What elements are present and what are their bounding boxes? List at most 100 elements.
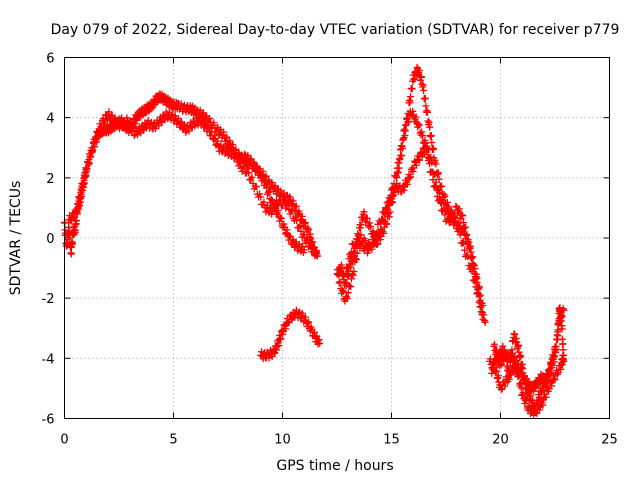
data-point — [339, 288, 347, 296]
data-point — [383, 205, 391, 213]
data-point — [426, 123, 434, 131]
data-point — [284, 199, 292, 207]
data-point — [309, 243, 317, 251]
data-point — [560, 351, 568, 359]
data-point — [462, 223, 470, 231]
data-point — [345, 282, 353, 290]
data-point — [180, 104, 188, 112]
data-point — [313, 248, 321, 256]
data-point — [352, 255, 360, 263]
data-point — [519, 389, 527, 397]
data-point — [310, 328, 318, 336]
data-point — [114, 116, 122, 124]
data-point — [214, 137, 222, 145]
data-point — [372, 240, 380, 248]
data-point — [421, 94, 429, 102]
data-point — [408, 85, 416, 93]
data-point — [241, 150, 249, 158]
data-point — [554, 332, 562, 340]
data-point — [357, 221, 365, 229]
data-point — [92, 134, 100, 142]
data-point — [98, 123, 106, 131]
data-point — [344, 263, 352, 271]
data-point — [210, 119, 218, 127]
data-point — [391, 188, 399, 196]
y-tick-label: 4 — [46, 112, 54, 127]
data-point — [446, 218, 454, 226]
data-point — [472, 270, 480, 278]
data-point — [416, 156, 424, 164]
data-point — [377, 219, 385, 227]
data-point — [350, 267, 358, 275]
data-point — [558, 313, 566, 321]
data-point — [481, 318, 489, 326]
data-point — [238, 167, 246, 175]
data-point — [554, 326, 562, 334]
data-point — [517, 352, 525, 360]
data-point — [292, 202, 300, 210]
data-point — [428, 168, 436, 176]
data-point — [410, 75, 418, 83]
data-point — [248, 173, 256, 181]
data-point — [275, 341, 283, 349]
data-point — [66, 215, 74, 223]
data-point — [83, 166, 91, 174]
data-point — [396, 156, 404, 164]
data-point — [423, 145, 431, 153]
data-point — [305, 318, 313, 326]
data-point — [259, 175, 267, 183]
data-point — [244, 165, 252, 173]
x-tick-label: 0 — [60, 433, 68, 448]
data-point — [499, 342, 507, 350]
data-point — [493, 347, 501, 355]
data-point — [76, 193, 84, 201]
data-point — [360, 208, 368, 216]
data-point — [252, 183, 260, 191]
data-point — [271, 206, 279, 214]
data-point — [210, 136, 218, 144]
data-point — [378, 215, 386, 223]
data-point — [396, 146, 404, 154]
data-point — [385, 213, 393, 221]
data-point — [465, 243, 473, 251]
data-point — [236, 159, 244, 167]
data-point — [313, 252, 321, 260]
data-point — [432, 183, 440, 191]
data-point — [286, 232, 294, 240]
data-point — [89, 147, 97, 155]
data-point — [414, 120, 422, 128]
data-point — [417, 131, 425, 139]
data-point — [401, 127, 409, 135]
data-point — [422, 102, 430, 110]
data-point — [480, 311, 488, 319]
data-point — [73, 207, 81, 215]
data-point — [343, 295, 351, 303]
data-point — [185, 127, 193, 135]
data-point — [335, 279, 343, 287]
data-point — [459, 212, 467, 220]
x-axis-label: GPS time / hours — [276, 458, 393, 474]
data-point — [399, 136, 407, 144]
data-point — [456, 231, 464, 239]
data-point — [82, 171, 90, 179]
data-point — [389, 192, 397, 200]
grid-layer — [64, 57, 610, 419]
data-point — [552, 345, 560, 353]
data-point — [256, 167, 264, 175]
data-point — [223, 133, 231, 141]
data-point — [407, 173, 415, 181]
data-point — [538, 387, 546, 395]
data-point — [470, 261, 478, 269]
data-point — [130, 132, 138, 140]
data-point — [450, 213, 458, 221]
data-point — [268, 179, 276, 187]
data-point — [301, 313, 309, 321]
data-point — [459, 239, 467, 247]
data-point — [417, 73, 425, 81]
data-point — [262, 179, 270, 187]
data-point — [336, 278, 344, 286]
data-point — [373, 229, 381, 237]
data-point — [401, 125, 409, 133]
data-point — [539, 401, 547, 409]
data-point — [418, 128, 426, 136]
